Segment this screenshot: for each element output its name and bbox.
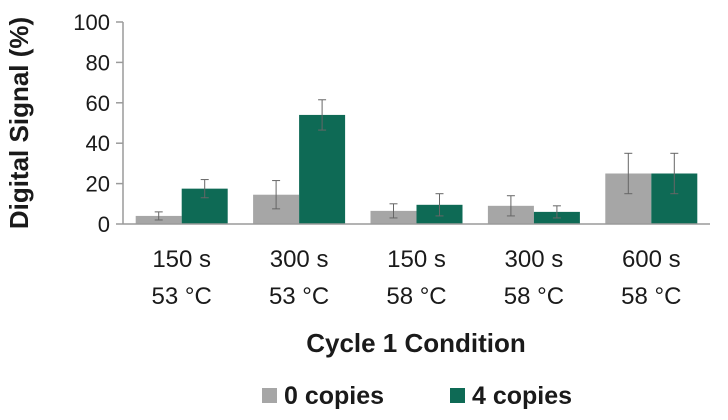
y-tick-label: 20 <box>86 172 110 197</box>
legend-label: 0 copies <box>284 382 384 410</box>
legend-swatch <box>450 388 465 403</box>
x-category-label: 300 s <box>505 246 564 273</box>
x-category-label: 600 s <box>622 246 681 273</box>
x-category-label: 53 °C <box>152 283 212 310</box>
x-category-label: 150 s <box>387 246 446 273</box>
x-category-label: 58 °C <box>621 283 681 310</box>
x-category-label: 58 °C <box>386 283 446 310</box>
y-tick-label: 80 <box>86 50 110 75</box>
bar-4-copies <box>299 114 346 224</box>
legend-label: 4 copies <box>472 382 572 410</box>
y-tick-label: 0 <box>98 212 110 237</box>
y-ticks-layer: 0 20 40 60 80 100 <box>73 10 123 237</box>
x-axis-title: Cycle 1 Condition <box>306 328 526 358</box>
x-category-label: 53 °C <box>269 283 329 310</box>
y-tick-label: 60 <box>86 91 110 116</box>
y-axis-title: Digital Signal (%) <box>4 17 34 229</box>
x-category-label: 300 s <box>270 246 329 273</box>
y-tick-label: 40 <box>86 131 110 156</box>
legend-swatch <box>262 388 277 403</box>
bars-layer <box>135 99 698 224</box>
y-tick-label: 100 <box>73 10 110 35</box>
x-category-label: 58 °C <box>504 283 564 310</box>
axis-layer <box>122 22 710 225</box>
x-categories-layer: 150 s 53 °C 300 s 53 °C 150 s 58 °C 300 s 58 °C… <box>152 246 682 310</box>
x-category-label: 150 s <box>152 246 211 273</box>
legend: 0 copies 4 copies <box>262 382 572 410</box>
